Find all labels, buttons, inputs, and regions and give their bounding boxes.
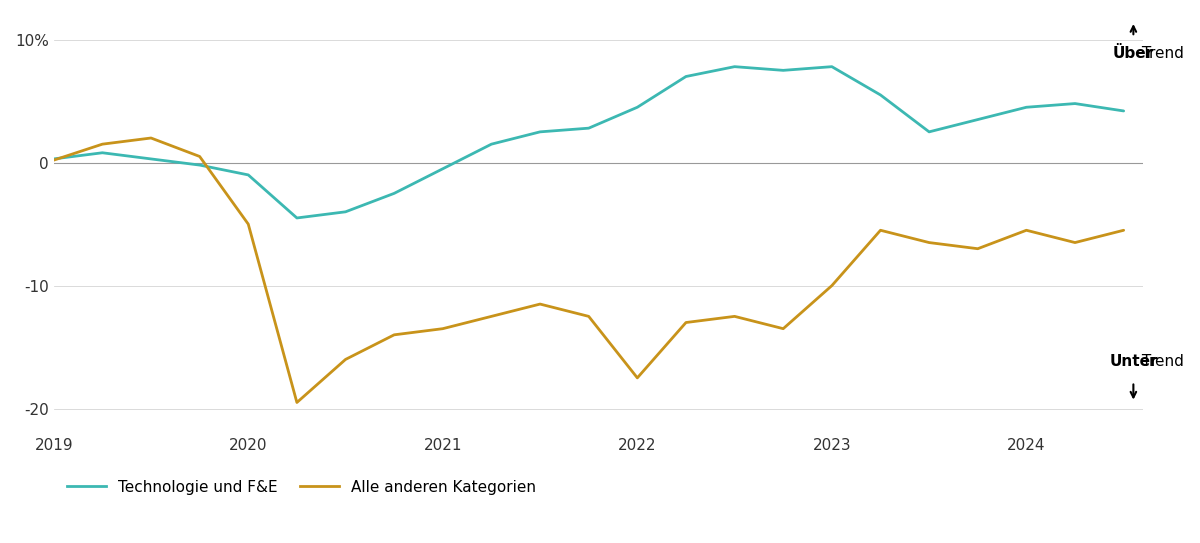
Text: Unter: Unter (1109, 354, 1158, 369)
Text: Über: Über (1112, 46, 1154, 61)
Legend: Technologie und F&E, Alle anderen Kategorien: Technologie und F&E, Alle anderen Katego… (61, 473, 542, 501)
Text: Trend: Trend (1138, 46, 1184, 61)
Text: Trend: Trend (1138, 354, 1184, 369)
